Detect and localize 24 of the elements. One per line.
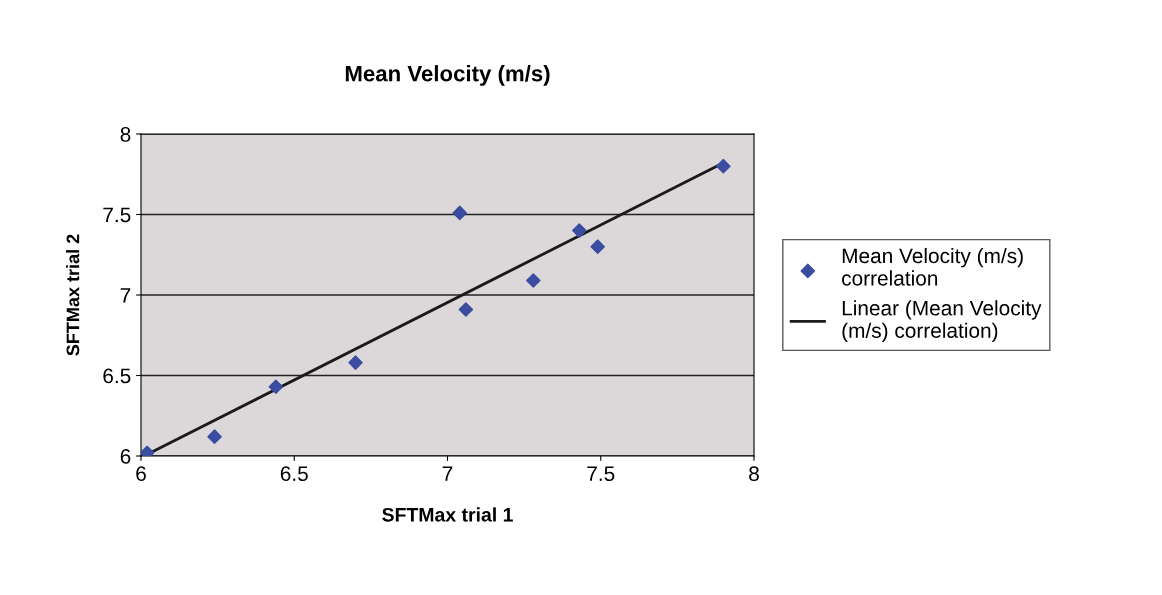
legend-label: Linear (Mean Velocity (m/s) correlation)	[842, 300, 1042, 343]
x-axis-title: SFTMax trial 1	[382, 507, 513, 522]
chart-title: Mean Velocity (m/s)	[345, 65, 550, 86]
y-tick-label: 6.5	[103, 368, 131, 384]
legend-label: Mean Velocity (m/s) correlation	[842, 247, 1023, 286]
point	[458, 302, 474, 317]
y-tick-label: 8	[120, 127, 131, 142]
x-tick-label: 7	[442, 466, 453, 481]
y-tick-label: 6	[120, 449, 131, 464]
x-tick-label: 6	[136, 466, 146, 482]
y-tick-label: 7	[120, 288, 131, 303]
point	[348, 355, 363, 370]
point	[716, 158, 731, 174]
point	[590, 239, 605, 254]
point	[572, 223, 587, 238]
y-axis-title: SFTMax trial 2	[66, 234, 80, 356]
x-tick-label: 7.5	[587, 466, 615, 482]
x-tick-label: 6.5	[280, 466, 308, 482]
point	[526, 273, 541, 288]
y-tick-label: 7.5	[103, 207, 131, 223]
point	[207, 429, 222, 444]
point	[452, 205, 468, 221]
x-tick-label: 8	[749, 466, 759, 482]
point	[268, 379, 284, 395]
